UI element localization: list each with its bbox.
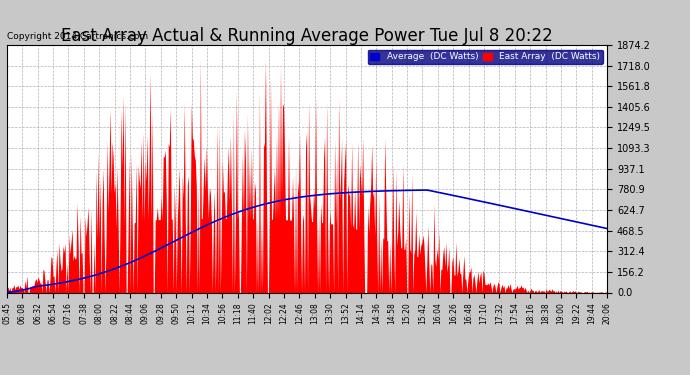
Text: Copyright 2014 Cartronics.com: Copyright 2014 Cartronics.com (7, 32, 148, 41)
Title: East Array Actual & Running Average Power Tue Jul 8 20:22: East Array Actual & Running Average Powe… (61, 27, 553, 45)
Legend: Average  (DC Watts), East Array  (DC Watts): Average (DC Watts), East Array (DC Watts… (368, 50, 602, 64)
